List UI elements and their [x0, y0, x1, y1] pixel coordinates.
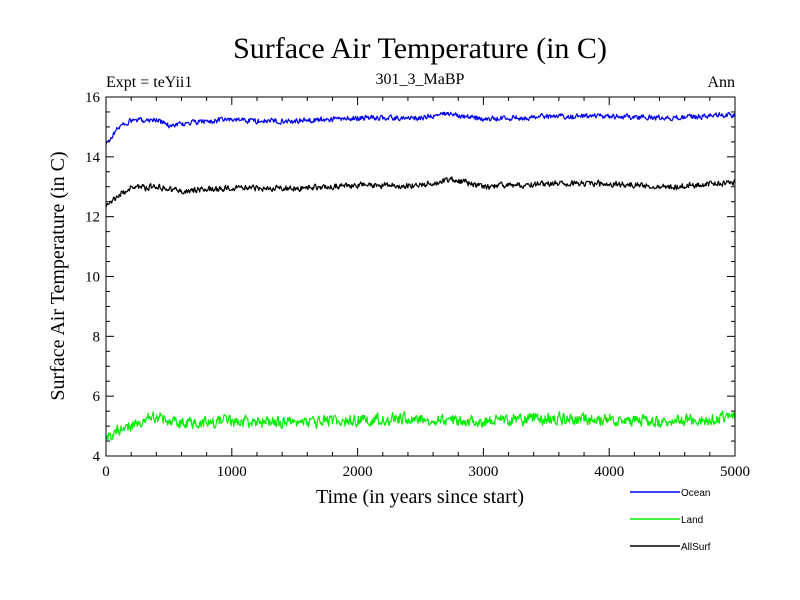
y-tick-label: 8	[93, 329, 101, 345]
x-tick-label: 4000	[594, 464, 624, 480]
axes-layer: 0 1000 2000 3000 4000 5000 4 6 8 10 12 14 16	[85, 90, 750, 480]
y-tick-label: 12	[85, 210, 100, 226]
series-line-ocean	[105, 111, 736, 145]
x-tick-label: 2000	[343, 464, 373, 480]
x-tick-label: 0	[102, 464, 110, 480]
season-label: Ann	[707, 74, 735, 91]
x-tick-label: 5000	[720, 464, 750, 480]
y-tick-label: 14	[85, 150, 101, 166]
series-line-land	[105, 410, 736, 441]
plot-frame	[105, 96, 736, 457]
legend-label-ocean: Ocean	[681, 488, 710, 499]
legend: Ocean Land AllSurf	[630, 488, 711, 553]
legend-label-allsurf: AllSurf	[681, 542, 711, 553]
x-tick-label: 3000	[468, 464, 498, 480]
y-tick-label: 16	[85, 90, 101, 106]
chart-title: Surface Air Temperature (in C)	[233, 32, 607, 65]
period-label: 301_3_MaBP	[376, 71, 465, 88]
y-tick-label: 4	[93, 449, 101, 465]
series-line-allsurf	[105, 176, 736, 208]
expt-label: Expt = teYii1	[106, 74, 192, 91]
x-tick-label: 1000	[217, 464, 247, 480]
x-axis-label: Time (in years since start)	[316, 486, 524, 508]
legend-label-land: Land	[681, 515, 703, 526]
y-axis-label: Surface Air Temperature (in C)	[47, 151, 69, 400]
y-tick-label: 10	[85, 270, 100, 286]
series-layer	[105, 111, 736, 441]
y-tick-label: 6	[93, 389, 101, 405]
